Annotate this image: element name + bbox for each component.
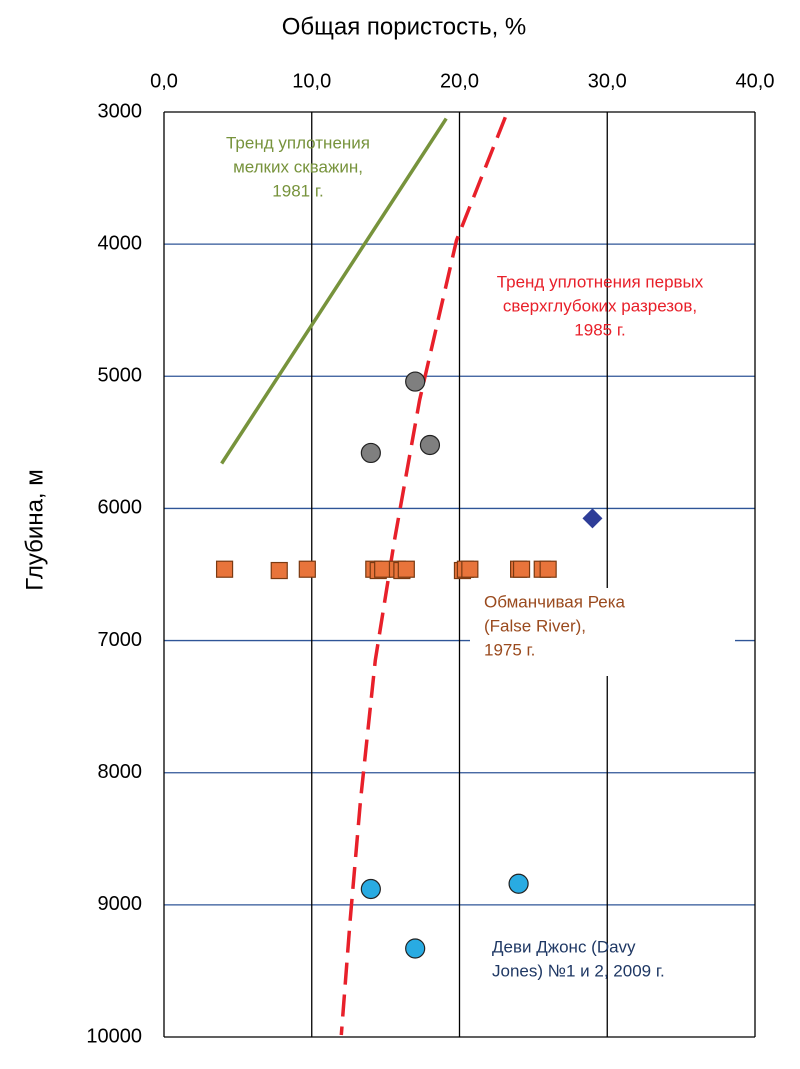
- x-tick-label: 20,0: [440, 70, 479, 92]
- annotation-background: [470, 588, 735, 676]
- annotation: (False River),: [484, 616, 586, 635]
- x-tick-label: 30,0: [588, 70, 627, 92]
- point: [405, 371, 426, 392]
- trend-line: [339, 116, 507, 1036]
- y-tick-label: 6000: [98, 497, 143, 519]
- point: [360, 442, 381, 464]
- point: [360, 878, 381, 900]
- annotation: Jones) №1 и 2, 2009 г.: [492, 961, 665, 980]
- point: [397, 560, 415, 578]
- y-tick-label: 3000: [98, 100, 143, 122]
- trend-line: [220, 117, 448, 465]
- y-axis-title: Глубина, м: [21, 469, 48, 591]
- point: [298, 560, 316, 578]
- annotation: Тренд уплотнения первых: [497, 272, 704, 291]
- point: [539, 560, 557, 578]
- y-tick-label: 4000: [98, 232, 143, 254]
- chart-title: Общая пористость, %: [282, 13, 527, 40]
- point: [582, 508, 603, 529]
- point: [508, 873, 529, 894]
- y-tick-label: 7000: [98, 629, 143, 651]
- annotation: мелких скважин,: [233, 157, 363, 176]
- point: [270, 561, 288, 580]
- point: [215, 560, 234, 578]
- y-tick-label: 10000: [86, 1025, 142, 1047]
- annotation: Обманчивая Река: [484, 592, 626, 611]
- y-tick-label: 8000: [98, 761, 143, 783]
- y-tick-label: 9000: [98, 893, 143, 915]
- x-tick-label: 10,0: [292, 70, 331, 92]
- annotation: сверхглубоких разрезов,: [503, 296, 697, 315]
- point: [405, 938, 426, 959]
- annotation: 1975 г.: [484, 640, 535, 659]
- annotation: Тренд уплотнения: [226, 133, 370, 152]
- annotation: Деви Джонс (Davy: [492, 937, 636, 956]
- point: [512, 560, 531, 578]
- annotation: 1985 г.: [574, 320, 625, 339]
- point: [419, 434, 441, 456]
- point: [374, 560, 392, 578]
- y-tick-label: 5000: [98, 365, 143, 387]
- x-tick-label: 40,0: [736, 70, 775, 92]
- point: [461, 560, 479, 578]
- x-tick-label: 0,0: [150, 70, 178, 92]
- annotation: 1981 г.: [272, 181, 323, 200]
